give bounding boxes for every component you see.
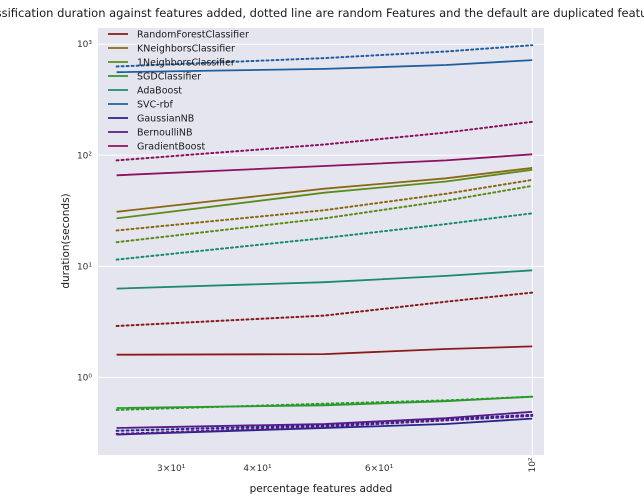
series-line-dotted [115, 178, 534, 232]
series-line-solid [116, 153, 533, 177]
series-line-solid [116, 345, 533, 356]
series-line-solid [116, 168, 533, 220]
series-line-solid [116, 59, 533, 74]
plot-area [98, 28, 544, 455]
legend-label: SGDClassifier [137, 72, 201, 83]
series-line-solid [116, 410, 533, 429]
y-tick-label: 10³ [77, 40, 92, 50]
x-axis-label: percentage features added [250, 483, 393, 495]
series-line-dotted [115, 291, 534, 327]
series-line-solid [116, 167, 533, 213]
legend-label: KNeighborsClassifier [137, 44, 235, 55]
y-tick-label: 10⁰ [77, 373, 92, 383]
legend-label: BernoulliNB [137, 128, 193, 139]
legend-label: AdaBoost [137, 86, 182, 97]
legend-label: GradientBoost [137, 142, 205, 153]
tick-labels: 10⁰ 10¹ 10² 10³ 3×10¹ 4×10¹ 6×10¹ 10² [77, 40, 538, 474]
x-tick-label: 4×10¹ [243, 464, 272, 474]
series-line-dotted [115, 120, 534, 162]
series-line-dotted [115, 44, 534, 68]
legend-label: SVC-rbf [137, 100, 174, 111]
series-line-solid [116, 417, 533, 436]
chart-title: classification duration against features… [0, 6, 644, 20]
series-lines [115, 44, 534, 436]
series-line-dotted [115, 414, 534, 435]
y-tick-label: 10¹ [77, 262, 92, 272]
series-line-solid [116, 395, 533, 409]
series-line-solid [116, 269, 533, 290]
y-axis-label: duration(seconds) [60, 193, 72, 288]
series-line-dotted [115, 184, 534, 244]
legend-label: RandomForestClassifier [137, 30, 249, 41]
series-line-dotted [115, 212, 534, 261]
series-line-dotted [115, 413, 534, 432]
y-tick-label: 10² [77, 151, 92, 161]
x-tick-label: 10² [528, 457, 538, 472]
legend-label: 1NeighborsClassifier [137, 58, 235, 69]
legend-label: GaussianNB [137, 114, 194, 125]
x-tick-label: 3×10¹ [157, 464, 186, 474]
x-tick-label: 6×10¹ [365, 464, 394, 474]
legend: RandomForestClassifier KNeighborsClassifi… [108, 30, 249, 153]
